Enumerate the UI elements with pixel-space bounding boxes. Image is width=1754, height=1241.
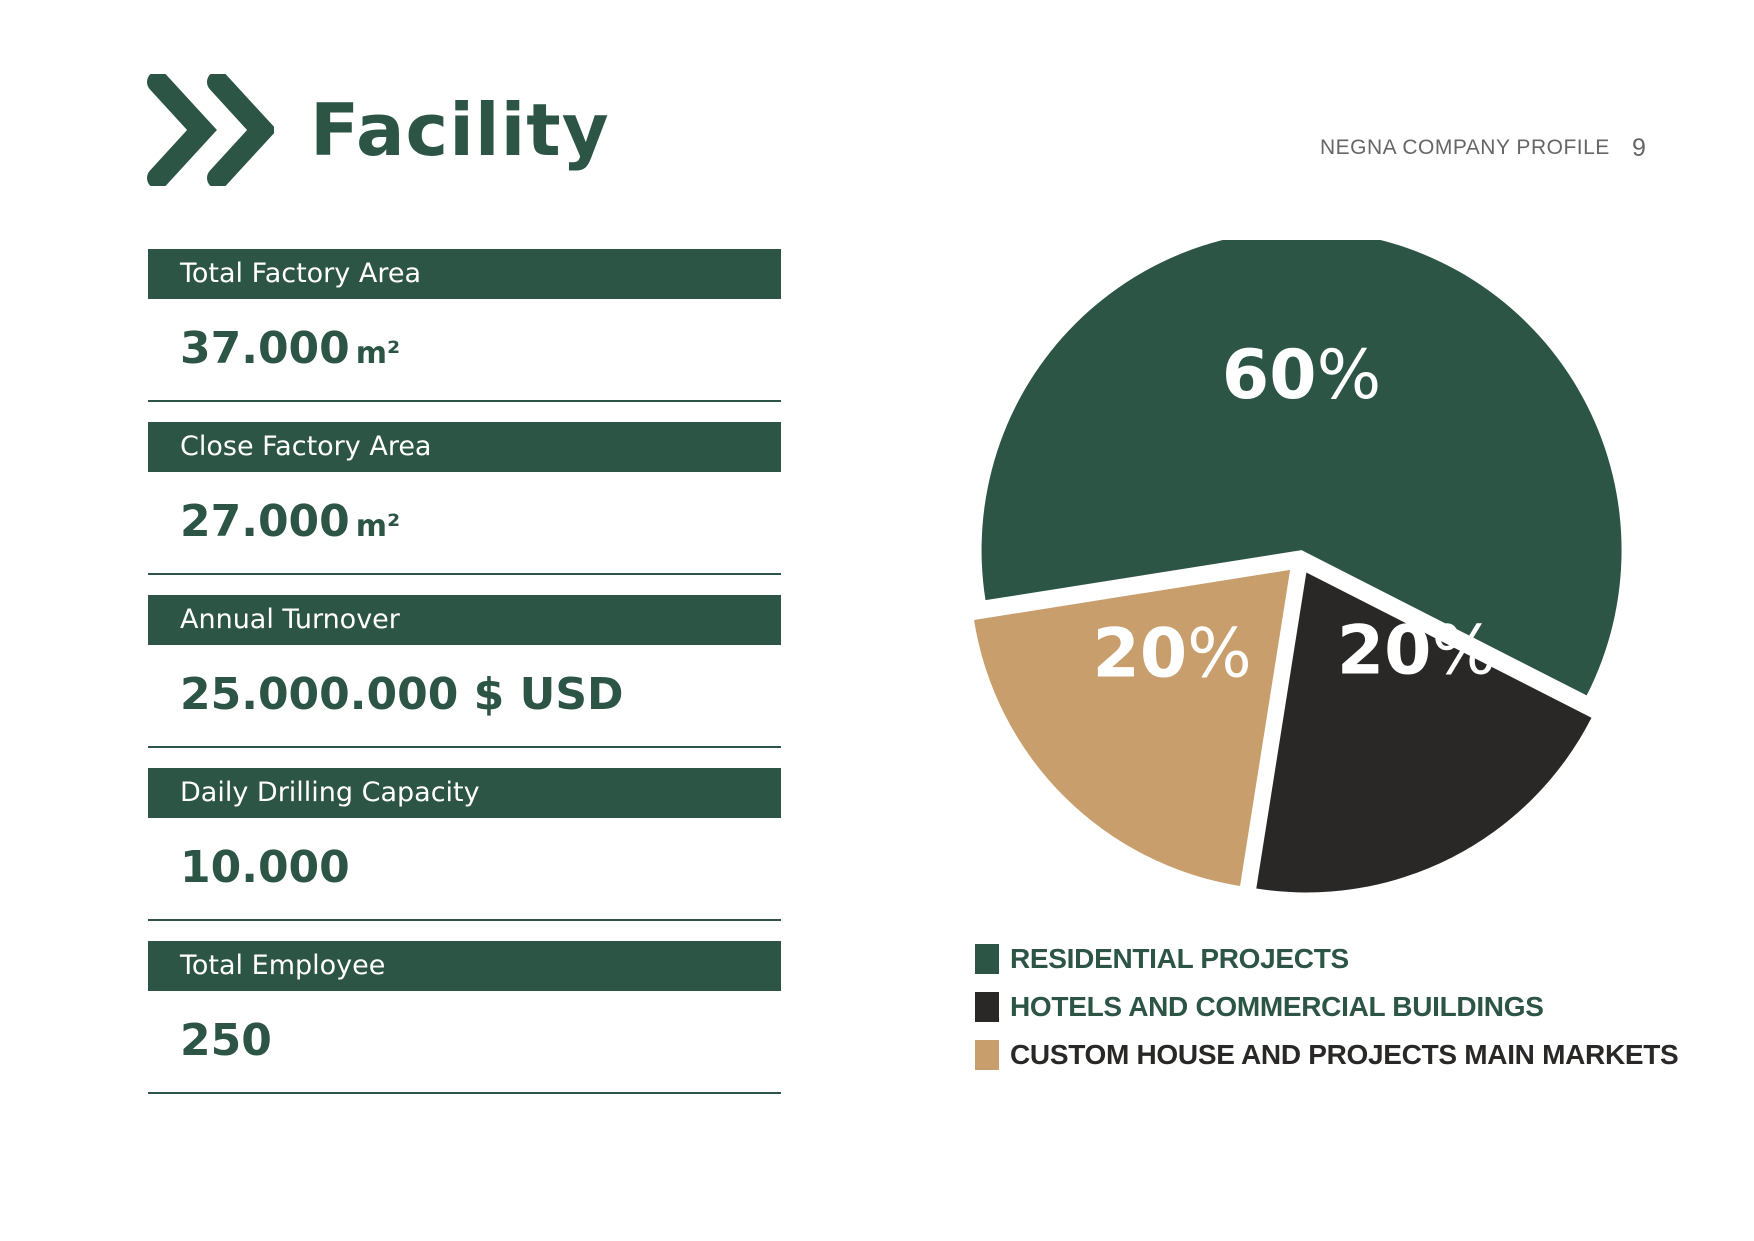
stat-label: Daily Drilling Capacity <box>148 768 781 818</box>
pie-label-value: 20 <box>1093 614 1188 693</box>
stat-unit: m² <box>355 509 401 544</box>
pie-label-value: 20 <box>1337 612 1432 691</box>
divider <box>148 919 781 921</box>
divider <box>148 400 781 402</box>
facility-stats: Total Factory Area 37.000 m² Close Factor… <box>148 249 781 1114</box>
pie-slice-residential <box>981 240 1622 696</box>
pie-label-custom-house: 20% <box>1093 614 1252 693</box>
stat-number: 250 <box>180 1015 272 1066</box>
legend-item-residential: RESIDENTIAL PROJECTS <box>975 935 1678 983</box>
stat-value: 37.000 m² <box>180 319 400 384</box>
legend-item-hotels-commercial: HOTELS AND COMMERCIAL BUILDINGS <box>975 983 1678 1031</box>
page-number: 9 <box>1632 134 1646 162</box>
page-title: Facility <box>310 88 610 172</box>
stat-value: 25.000.000 $ USD <box>180 665 624 725</box>
pie-label-hotels-commercial: 20% <box>1337 612 1496 691</box>
market-share-pie-chart: 60%20%20% <box>974 240 1622 893</box>
stat-total-employee: Total Employee 250 <box>148 941 781 1114</box>
legend-label: RESIDENTIAL PROJECTS <box>1010 943 1349 974</box>
stat-label: Total Employee <box>148 941 781 991</box>
chart-legend: RESIDENTIAL PROJECTS HOTELS AND COMMERCI… <box>975 935 1679 1079</box>
stat-daily-drilling-capacity: Daily Drilling Capacity 10.000 <box>148 768 781 941</box>
stat-unit: m² <box>355 336 401 371</box>
pie-label-value: 60 <box>1222 336 1317 415</box>
stat-value: 250 <box>180 1011 272 1071</box>
document-name: NEGNA COMPANY PROFILE <box>1320 136 1610 159</box>
legend-swatch <box>975 944 999 974</box>
stat-value: 27.000 m² <box>180 492 400 557</box>
pie-slice-hotels-commercial <box>1256 572 1592 893</box>
divider <box>148 573 781 575</box>
stat-number: 27.000 <box>180 496 350 547</box>
stat-value: 10.000 <box>180 838 350 898</box>
stat-label: Total Factory Area <box>148 249 781 299</box>
stat-close-factory-area: Close Factory Area 27.000 m² <box>148 422 781 595</box>
stat-number: 25.000.000 $ USD <box>180 669 624 720</box>
stat-annual-turnover: Annual Turnover 25.000.000 $ USD <box>148 595 781 768</box>
legend-swatch <box>975 992 999 1022</box>
pie-label-percent-sign: % <box>1187 614 1252 693</box>
stat-total-factory-area: Total Factory Area 37.000 m² <box>148 249 781 422</box>
divider <box>148 1092 781 1094</box>
stat-number: 10.000 <box>180 842 350 893</box>
stat-label: Annual Turnover <box>148 595 781 645</box>
stat-number: 37.000 <box>180 323 350 374</box>
pie-label-percent-sign: % <box>1317 336 1382 415</box>
legend-label: HOTELS AND COMMERCIAL BUILDINGS <box>1010 991 1544 1022</box>
legend-item-custom-house: CUSTOM HOUSE AND PROJECTS MAIN MARKETS <box>975 1031 1679 1079</box>
double-chevron-right-icon <box>147 74 274 186</box>
divider <box>148 746 781 748</box>
pie-slice-custom-house <box>974 569 1291 886</box>
pie-label-residential: 60% <box>1222 336 1381 415</box>
legend-label: CUSTOM HOUSE AND PROJECTS MAIN MARKETS <box>1010 1039 1679 1070</box>
pie-label-percent-sign: % <box>1431 612 1496 691</box>
legend-swatch <box>975 1040 999 1070</box>
stat-label: Close Factory Area <box>148 422 781 472</box>
